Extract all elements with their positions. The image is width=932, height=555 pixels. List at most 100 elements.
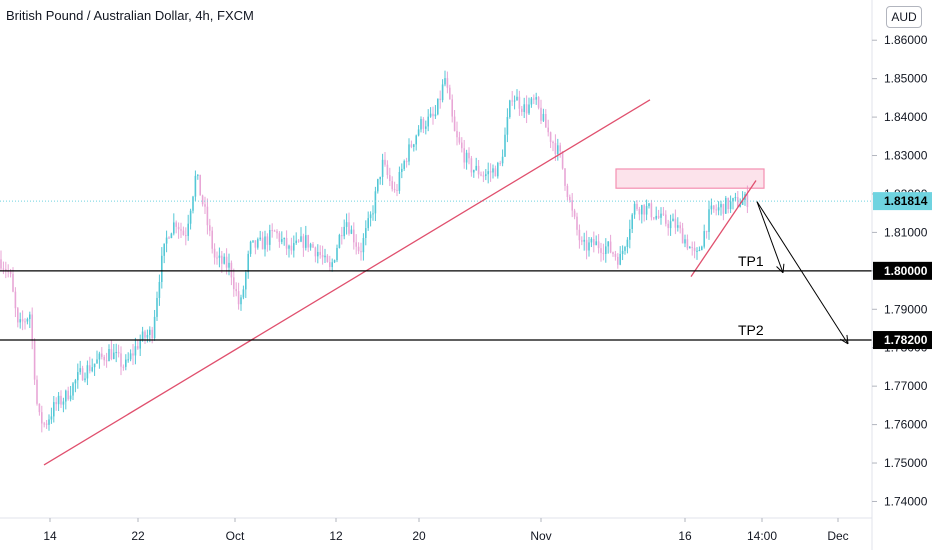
candle-body xyxy=(650,203,653,218)
x-tick-label: 14 xyxy=(43,529,57,543)
candle-body xyxy=(153,316,156,339)
candle-body xyxy=(499,162,501,164)
candle-body xyxy=(369,214,372,219)
candle-body xyxy=(667,223,669,229)
candle-body xyxy=(722,204,725,214)
candle-body xyxy=(425,126,427,129)
candle-body xyxy=(305,235,307,248)
candle-body xyxy=(410,144,413,147)
candle-body xyxy=(221,255,223,264)
candle-body xyxy=(720,204,722,208)
candle-body xyxy=(189,210,192,224)
candle-body xyxy=(300,236,302,242)
candle-body xyxy=(684,239,686,244)
candle-body xyxy=(108,349,110,362)
candle-body xyxy=(103,356,105,361)
candle-body xyxy=(600,248,602,253)
candle-body xyxy=(710,205,713,210)
candle-body xyxy=(429,113,432,117)
candle-body xyxy=(317,251,319,257)
candle-body xyxy=(614,253,617,257)
candle-body xyxy=(233,277,235,290)
candle-body xyxy=(475,165,477,171)
candle-body xyxy=(547,127,549,133)
candle-body xyxy=(533,98,535,100)
level-price-tag-bg xyxy=(873,331,932,350)
candle-body xyxy=(393,189,396,191)
candle-body xyxy=(177,226,180,230)
y-tick-label: 1.79000 xyxy=(884,302,928,316)
candle-body xyxy=(271,230,273,232)
candle-body xyxy=(391,181,393,190)
candle-body xyxy=(489,171,492,173)
candle-body xyxy=(607,241,609,247)
candle-body xyxy=(624,246,626,251)
x-tick-label: Dec xyxy=(827,529,848,543)
candle-body xyxy=(278,233,281,242)
candle-body xyxy=(669,221,672,229)
candle-body xyxy=(566,185,569,197)
candle-body xyxy=(528,104,530,114)
candle-body xyxy=(468,152,470,159)
candle-body xyxy=(67,390,69,400)
candle-body xyxy=(557,145,559,155)
level-price-tag: 1.80000 xyxy=(884,264,928,278)
candle-body xyxy=(213,248,216,258)
candle-body xyxy=(62,401,65,405)
candle-body xyxy=(451,99,453,117)
candle-body xyxy=(506,117,509,135)
candle-body xyxy=(655,215,657,219)
arrow-head xyxy=(846,334,849,344)
candle-body xyxy=(559,145,561,152)
candle-body xyxy=(386,164,389,176)
candle-body xyxy=(281,239,283,242)
candle-body xyxy=(691,246,693,248)
candle-body xyxy=(225,256,228,268)
candle-body xyxy=(81,368,84,381)
candle-body xyxy=(355,242,357,247)
candle-body xyxy=(453,116,456,132)
candle-body xyxy=(156,297,158,317)
candle-body xyxy=(417,129,420,136)
candle-body xyxy=(55,402,57,405)
candle-body xyxy=(564,168,566,186)
candle-body xyxy=(401,168,403,173)
candle-body xyxy=(343,226,345,237)
candle-body xyxy=(741,200,744,205)
candle-body xyxy=(74,380,77,384)
candle-body xyxy=(576,216,578,230)
candle-body xyxy=(593,238,595,246)
candle-body xyxy=(127,359,129,361)
candle-body xyxy=(701,246,703,251)
currency-badge[interactable]: AUD xyxy=(886,6,922,28)
candle-body xyxy=(206,206,209,226)
candle-body xyxy=(727,197,729,210)
candle-body xyxy=(729,201,732,210)
candle-body xyxy=(249,241,252,254)
candle-body xyxy=(643,205,645,215)
candle-body xyxy=(713,205,715,210)
y-tick-label: 1.83000 xyxy=(884,149,928,163)
candle-body xyxy=(537,97,540,108)
candle-body xyxy=(638,209,641,215)
candle-body xyxy=(14,291,17,309)
candle-body xyxy=(91,367,93,372)
candle-body xyxy=(408,144,410,162)
candle-body xyxy=(578,229,581,241)
candle-body xyxy=(633,203,636,215)
x-tick-label: Nov xyxy=(530,529,551,543)
candle-body xyxy=(331,262,333,268)
candle-body xyxy=(79,368,81,373)
candle-body xyxy=(120,353,122,367)
candle-body xyxy=(125,359,127,367)
candle-body xyxy=(523,104,525,112)
candle-body xyxy=(477,165,480,175)
candle-body xyxy=(194,175,197,197)
candle-body xyxy=(746,194,749,208)
last-price-tag: 1.81814 xyxy=(884,194,928,208)
candle-body xyxy=(134,346,137,356)
candle-body xyxy=(734,197,737,199)
